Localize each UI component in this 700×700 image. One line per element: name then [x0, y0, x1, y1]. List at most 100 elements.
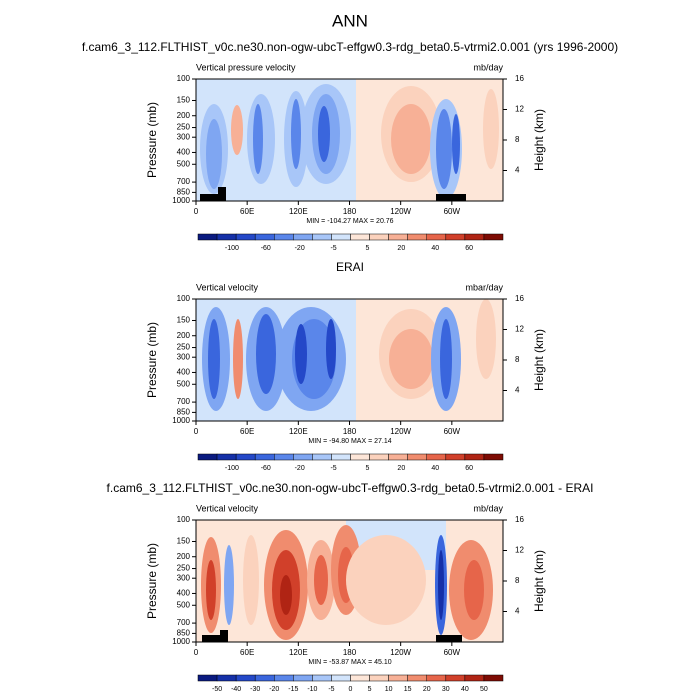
colorbar-box	[293, 453, 313, 461]
colorbar-box	[312, 233, 332, 241]
colorbar-label: 30	[442, 686, 450, 693]
y-tick-label: 250	[177, 343, 191, 352]
y-axis-label: Pressure (mb)	[145, 322, 159, 398]
colorbar-box	[426, 674, 447, 682]
stats: MIN = -53.87 MAX = 45.10	[308, 659, 391, 666]
contour-fill	[346, 535, 426, 625]
y-tick-label: 400	[177, 148, 191, 157]
colorbar-label: -40	[231, 686, 241, 693]
y-tick-label: 100	[177, 294, 191, 303]
contour-fill	[231, 105, 243, 155]
y-tick-label: 300	[177, 573, 191, 582]
topography	[218, 187, 226, 201]
y2-axis-label: Height (km)	[532, 329, 546, 391]
y-tick-label: 700	[177, 397, 191, 406]
colorbar-label: 5	[365, 465, 369, 472]
y-tick-label: 1000	[172, 637, 190, 646]
contour-fill	[452, 114, 460, 174]
colorbar-label: -60	[261, 465, 271, 472]
colorbar-box	[445, 233, 466, 241]
colorbar-box	[274, 233, 294, 241]
y-tick-label: 500	[177, 600, 191, 609]
stats: MIN = -104.27 MAX = 20.76	[306, 218, 393, 225]
colorbar-box	[197, 453, 218, 461]
colorbar-label: 15	[404, 686, 412, 693]
panel-title: ERAI	[336, 260, 364, 274]
contour-fill	[314, 555, 328, 605]
contour-fill	[206, 119, 222, 189]
colorbar-box	[483, 674, 504, 682]
colorbar-label: 60	[465, 465, 473, 472]
x-tick-label: 60E	[240, 427, 254, 436]
y2-tick-label: 12	[515, 325, 524, 334]
contour-fill	[476, 299, 496, 379]
y2-tick-label: 8	[515, 355, 520, 364]
panel-title: f.cam6_3_112.FLTHIST_v0c.ne30.non-ogw-ub…	[107, 481, 594, 495]
x-tick-label: 120W	[390, 207, 411, 216]
colorbar-box	[293, 233, 313, 241]
panel-right-label: mb/day	[473, 62, 503, 72]
contour-fill	[318, 106, 330, 162]
y2-axis-label: Height (km)	[532, 109, 546, 171]
colorbar-box	[483, 233, 504, 241]
colorbar-box	[254, 453, 275, 461]
contour-fill	[464, 560, 484, 620]
colorbar-box	[274, 453, 294, 461]
colorbar-label: 20	[423, 686, 431, 693]
panel-left-label: Vertical velocity	[196, 503, 259, 513]
y2-tick-label: 16	[515, 294, 524, 303]
y2-axis-label: Height (km)	[532, 550, 546, 612]
contour-fill	[483, 89, 499, 169]
colorbar-label: -5	[328, 686, 334, 693]
colorbar-label: 5	[368, 686, 372, 693]
colorbar-label: -15	[288, 686, 298, 693]
colorbar-box	[407, 453, 427, 461]
panel-right-label: mb/day	[473, 503, 503, 513]
y2-tick-label: 4	[515, 166, 520, 175]
x-tick-label: 60E	[240, 207, 254, 216]
stats: MIN = -94.80 MAX = 27.14	[308, 438, 391, 445]
y2-tick-label: 4	[515, 386, 520, 395]
colorbar-label: -30	[250, 686, 260, 693]
contour-field	[196, 79, 503, 201]
contour-fill	[295, 324, 307, 384]
colorbar-label: -20	[295, 465, 305, 472]
figure-title: ANN	[332, 11, 368, 30]
colorbar-box	[464, 233, 485, 241]
colorbar-box	[216, 233, 237, 241]
colorbar-box	[426, 453, 447, 461]
contour-fill	[233, 319, 243, 399]
x-tick-label: 0	[194, 207, 199, 216]
colorbar-label: 10	[385, 686, 393, 693]
contour-fill	[206, 560, 216, 620]
topography	[436, 194, 466, 201]
y-tick-label: 150	[177, 96, 191, 105]
y-tick-label: 100	[177, 515, 191, 524]
x-tick-label: 60E	[240, 648, 254, 657]
contour-field	[196, 520, 503, 642]
y-tick-label: 200	[177, 111, 191, 120]
y-tick-label: 200	[177, 552, 191, 561]
y-tick-label: 300	[177, 132, 191, 141]
colorbar-label: -20	[295, 245, 305, 252]
contour-fill	[391, 104, 431, 174]
colorbar-label: -50	[212, 686, 222, 693]
x-tick-label: 60W	[444, 648, 461, 657]
contour-field	[196, 299, 503, 421]
colorbar-label: 40	[431, 245, 439, 252]
colorbar-box	[388, 674, 408, 682]
contour-fill	[280, 575, 292, 615]
y2-tick-label: 12	[515, 546, 524, 555]
colorbar-box	[197, 233, 218, 241]
y2-tick-label: 4	[515, 607, 520, 616]
x-tick-label: 120E	[289, 427, 308, 436]
topography	[436, 635, 462, 642]
x-tick-label: 120W	[390, 427, 411, 436]
y-tick-label: 200	[177, 331, 191, 340]
y-tick-label: 300	[177, 352, 191, 361]
colorbar-label: -20	[269, 686, 279, 693]
colorbar-box	[331, 233, 351, 241]
contour-fill	[440, 319, 452, 399]
colorbar-label: 0	[349, 686, 353, 693]
